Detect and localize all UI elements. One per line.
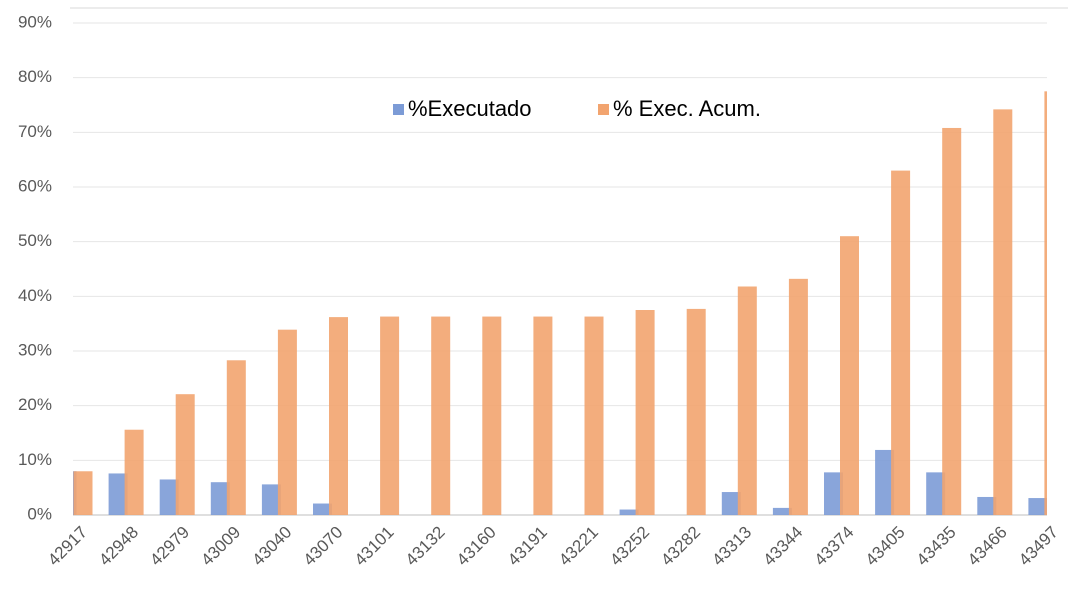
legend-label: %Executado — [408, 96, 532, 121]
bar — [329, 317, 348, 515]
y-tick-label: 40% — [18, 286, 52, 305]
bar — [313, 503, 332, 515]
bar — [533, 316, 553, 515]
bar — [159, 479, 179, 515]
x-tick-label: 43191 — [504, 523, 551, 570]
x-tick-label: 43405 — [862, 523, 909, 570]
bar — [226, 360, 246, 515]
x-tick-label: 43344 — [760, 523, 807, 570]
x-tick-label: 43252 — [606, 523, 653, 570]
x-tick-label: 43101 — [351, 523, 398, 570]
y-tick-label: 20% — [18, 395, 52, 414]
bar — [210, 482, 230, 515]
y-tick-label: 50% — [18, 231, 52, 250]
x-tick-label: 43313 — [708, 523, 755, 570]
y-tick-label: 60% — [18, 176, 52, 195]
bar — [482, 316, 502, 515]
x-tick-label: 43132 — [402, 523, 449, 570]
y-tick-label: 80% — [18, 67, 52, 86]
x-tick-label: 43374 — [811, 523, 858, 570]
bar — [686, 308, 706, 515]
x-tick-label: 43160 — [453, 523, 500, 570]
x-tick-label: 43497 — [1015, 523, 1062, 570]
bar — [875, 449, 895, 515]
bar — [1044, 91, 1047, 515]
y-tick-label: 70% — [18, 122, 52, 141]
y-tick-label: 10% — [18, 450, 52, 469]
bar — [635, 310, 655, 515]
bar — [993, 109, 1013, 515]
y-tick-label: 90% — [18, 12, 52, 31]
bar — [619, 509, 639, 515]
bar — [926, 472, 946, 515]
bar — [584, 316, 604, 515]
x-tick-label: 43040 — [249, 523, 296, 570]
x-tick-label: 42917 — [44, 523, 91, 570]
y-tick-label: 30% — [18, 340, 52, 359]
bar — [277, 329, 297, 515]
bar — [840, 236, 859, 515]
bar — [108, 473, 128, 515]
x-tick-label: 43221 — [555, 523, 602, 570]
y-tick-label: 0% — [27, 504, 52, 523]
bar — [73, 471, 93, 515]
bar — [124, 429, 144, 515]
x-tick-label: 42979 — [146, 523, 193, 570]
bar — [942, 127, 962, 516]
bar — [431, 316, 451, 515]
x-tick-label: 43009 — [197, 523, 244, 570]
bar — [977, 496, 997, 515]
x-tick-label: 43435 — [913, 523, 960, 570]
bar — [721, 492, 741, 515]
bar — [737, 286, 757, 515]
x-tick-label: 43282 — [657, 523, 704, 570]
legend-label: % Exec. Acum. — [613, 96, 761, 121]
x-tick-label: 43466 — [964, 523, 1011, 570]
bars — [73, 91, 1047, 516]
bar — [1028, 498, 1047, 515]
bar — [380, 316, 400, 515]
bar — [261, 484, 281, 515]
bar — [788, 278, 808, 515]
bar — [824, 472, 843, 515]
x-tick-label: 42948 — [95, 523, 142, 570]
bar — [175, 394, 195, 515]
legend-swatch — [393, 104, 404, 115]
bar — [772, 507, 792, 515]
legend-swatch — [598, 104, 609, 115]
x-tick-label: 43070 — [300, 523, 347, 570]
bar — [891, 170, 911, 515]
